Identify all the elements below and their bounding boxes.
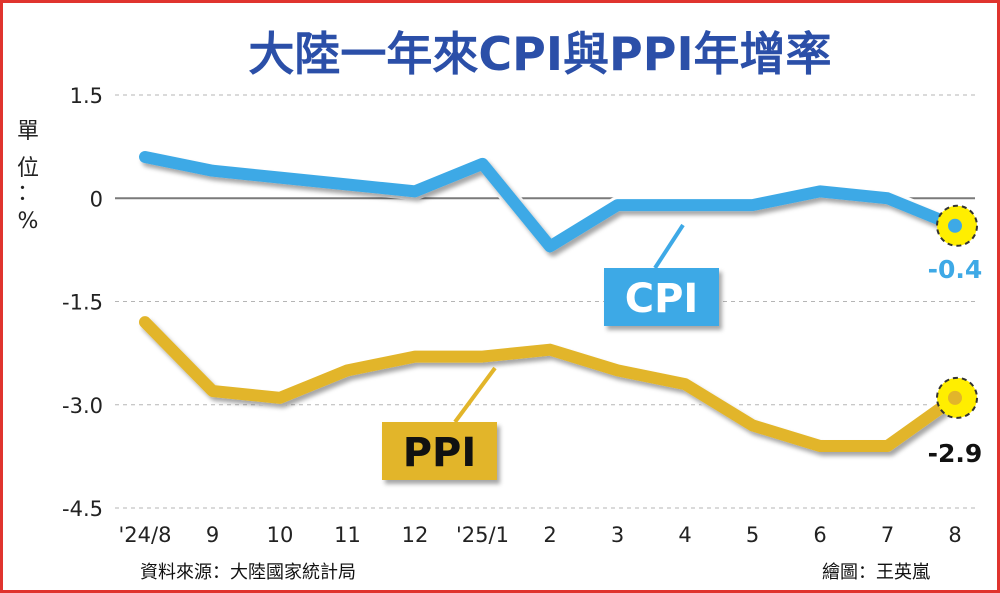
y-tick-label: 0 — [90, 187, 103, 211]
x-tick-label: 9 — [206, 523, 219, 547]
x-tick-label: 8 — [948, 523, 961, 547]
series-line-cpi — [139, 150, 961, 253]
callout-leader-cpi — [653, 223, 685, 270]
x-tick-label: 10 — [267, 523, 294, 547]
x-tick-label: 12 — [402, 523, 429, 547]
y-tick-label: -4.5 — [62, 497, 103, 521]
legend-box-cpi — [604, 268, 719, 326]
end-point-ppi — [948, 390, 962, 405]
y-axis-label-char: 位 — [17, 156, 39, 181]
x-tick-label: '24/8 — [119, 523, 172, 547]
end-markers: -0.4 -2.9 — [928, 204, 983, 468]
x-tick-label: 2 — [543, 523, 556, 547]
end-value-label-cpi: -0.4 — [928, 255, 983, 284]
x-tick-label: 3 — [611, 523, 624, 547]
y-tick-label: -1.5 — [62, 291, 103, 315]
end-value-label-ppi: -2.9 — [928, 439, 983, 468]
series-lines — [136, 147, 964, 456]
source-note: 資料來源：大陸國家統計局 — [140, 562, 356, 583]
series-outline-ppi — [136, 313, 964, 456]
y-axis-label-char: ： — [17, 181, 39, 206]
x-tick-label: 6 — [813, 523, 826, 547]
x-tick-label: 5 — [746, 523, 759, 547]
chart-title: 大陸一年來CPI與PPI年增率 — [248, 27, 831, 81]
y-tick-label: -3.0 — [62, 394, 103, 418]
legend-box-ppi — [382, 422, 497, 480]
end-point-cpi — [948, 218, 962, 233]
author-credit: 繪圖：王英嵐 — [822, 562, 930, 583]
y-tick-label: 1.5 — [70, 84, 103, 108]
x-tick-label: 11 — [334, 523, 361, 547]
legend-label-cpi: CPI — [625, 276, 699, 322]
x-tick-label: '25/1 — [456, 523, 509, 547]
x-tick-labels: '24/8 9 10 11 12 '25/1 2 3 4 5 6 7 8 — [119, 523, 962, 547]
y-axis-label-char: 單 — [17, 119, 39, 144]
callout-leader-ppi — [453, 366, 497, 424]
series-line-ppi — [139, 316, 961, 453]
y-axis-label-char: % — [18, 209, 39, 234]
legend-label-ppi: PPI — [403, 430, 477, 476]
x-tick-label: 4 — [678, 523, 691, 547]
x-tick-label: 7 — [881, 523, 894, 547]
series-callouts: CPI PPI — [382, 223, 719, 480]
y-tick-labels: 1.5 0 -1.5 -3.0 -4.5 — [62, 84, 103, 521]
y-axis-label: 單位：% — [17, 119, 39, 234]
